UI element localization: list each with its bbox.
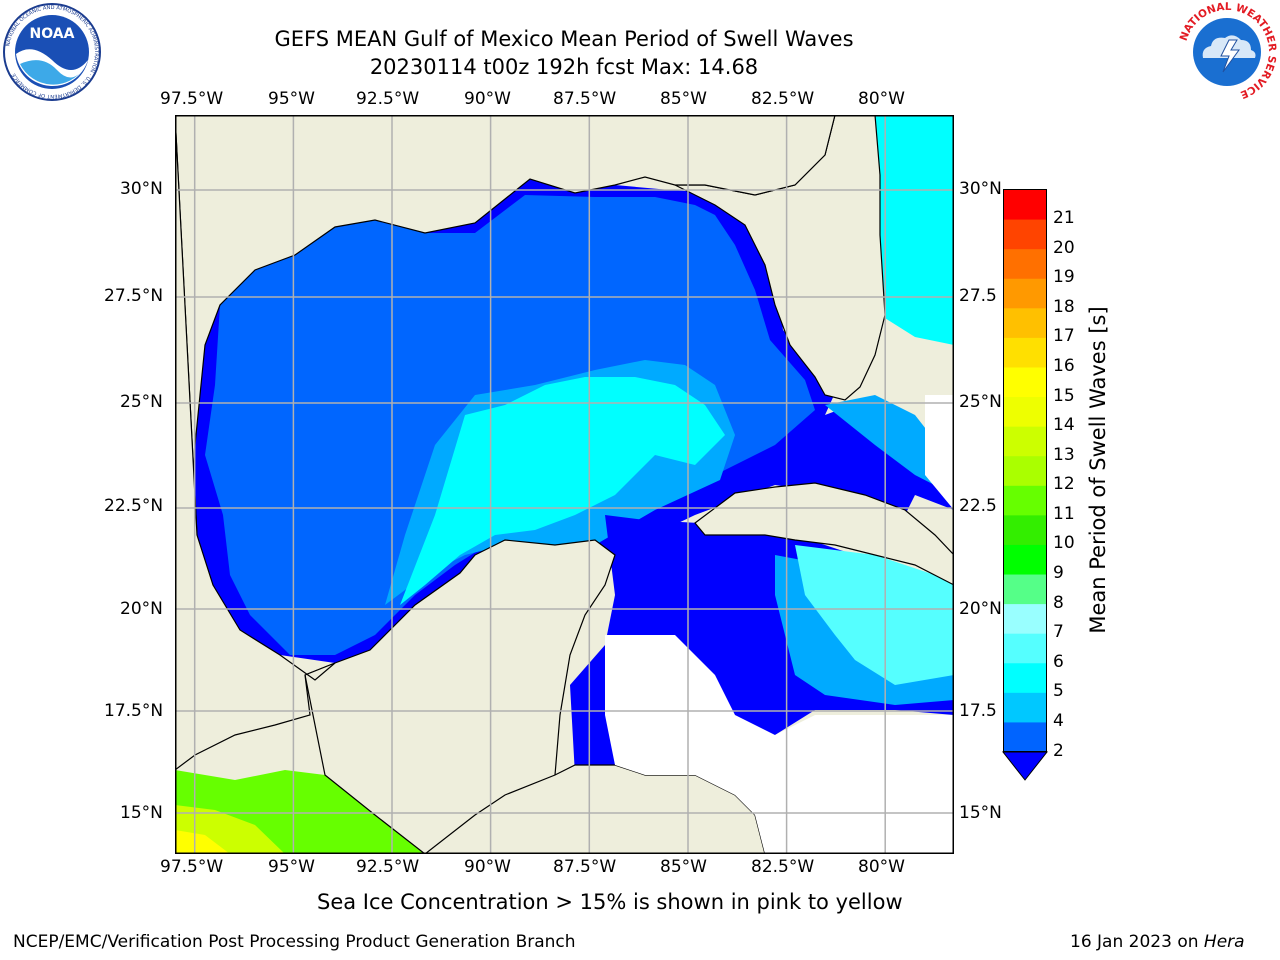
lon-tick-bottom: 85°W [660, 857, 707, 877]
lat-tick-left: 27.5°N [104, 286, 164, 306]
colorbar-tick-label: 11 [1053, 503, 1075, 524]
colorbar-cell [1003, 307, 1047, 338]
colorbar-cell [1003, 248, 1047, 279]
colorbar-tick-label: 16 [1053, 355, 1075, 376]
footer-host: Hera [1203, 932, 1245, 952]
colorbar-cell [1003, 544, 1047, 575]
colorbar-tick-label: 13 [1053, 444, 1075, 465]
lat-tick-right: 22.5 [959, 496, 997, 516]
noaa-logo-text: NOAA [30, 26, 75, 42]
colorbar-cell [1003, 485, 1047, 516]
lon-tick-bottom: 87.5°W [553, 857, 617, 877]
colorbar-cell [1003, 514, 1047, 545]
plot-subtitle: 20230114 t00z 192h fcst Max: 14.68 [369, 55, 759, 79]
lat-tick-left: 20°N [120, 599, 163, 619]
gulf-map [175, 115, 954, 854]
colorbar-cell [1003, 278, 1047, 309]
colorbar-cell [1003, 574, 1047, 605]
colorbar-cell [1003, 396, 1047, 427]
colorbar-tick-label: 10 [1053, 533, 1075, 554]
colorbar-tick-label: 6 [1053, 651, 1064, 672]
lon-tick-bottom: 82.5°W [751, 857, 815, 877]
colorbar-cell [1003, 692, 1047, 723]
lon-tick-top: 95°W [268, 89, 315, 109]
bahamas-open-water [925, 395, 954, 510]
colorbar-tick-label: 19 [1053, 267, 1075, 288]
pacific-yellow-field [175, 830, 230, 854]
lon-tick-top: 85°W [660, 89, 707, 109]
colorbar-tick-label: 5 [1053, 681, 1064, 702]
colorbar-label: Mean Period of Swell Waves [s] [1086, 306, 1110, 634]
lon-tick-bottom: 90°W [464, 857, 511, 877]
gulf-northern-coast [175, 115, 954, 536]
colorbar-cell [1003, 455, 1047, 486]
colorbar-tick-label: 8 [1053, 592, 1064, 613]
gulf-cyan-field [400, 377, 725, 605]
sea-ice-caption: Sea Ice Concentration > 15% is shown in … [317, 890, 903, 914]
lon-tick-top: 82.5°W [751, 89, 815, 109]
lat-tick-right: 27.5 [959, 286, 997, 306]
colorbar-cell [1003, 633, 1047, 664]
lat-tick-right: 25°N [959, 392, 1002, 412]
lon-tick-top: 90°W [464, 89, 511, 109]
colorbar-tick-label: 4 [1053, 710, 1064, 731]
map-frame [175, 115, 954, 854]
colorbar-extend-triangle [1001, 751, 1049, 781]
colorbar-cell [1003, 662, 1047, 693]
colorbar-cell [1003, 189, 1047, 220]
caribbean-open-water [605, 635, 954, 854]
colorbar-frame [1003, 189, 1047, 752]
lat-tick-right: 20°N [959, 599, 1002, 619]
colorbar-tick-label: 7 [1053, 622, 1064, 643]
lon-tick-top: 87.5°W [553, 89, 617, 109]
colorbar-tick-label: 9 [1053, 563, 1064, 584]
footer-branch: NCEP/EMC/Verification Post Processing Pr… [13, 932, 576, 952]
colorbar-tick-label: 12 [1053, 474, 1075, 495]
colorbar-cell [1003, 366, 1047, 398]
lon-tick-top: 97.5°W [160, 89, 224, 109]
plot-title: GEFS MEAN Gulf of Mexico Mean Period of … [274, 27, 854, 51]
colorbar-cell [1003, 219, 1047, 250]
colorbar-tick-label: 15 [1053, 385, 1075, 406]
colorbar-tick-label: 17 [1053, 326, 1075, 347]
footer-date: 16 Jan 2023 on Hera [1070, 932, 1245, 952]
lon-tick-top: 92.5°W [356, 89, 420, 109]
colorbar-cell [1003, 337, 1047, 368]
caribbean-cyan-field [795, 545, 954, 685]
colorbar-cell [1003, 426, 1047, 457]
footer-date-text: 16 Jan 2023 on [1070, 932, 1204, 952]
colorbar-tick-label: 18 [1053, 296, 1075, 317]
lat-tick-left: 17.5°N [104, 701, 164, 721]
colorbar-tick-label: 21 [1053, 208, 1075, 229]
noaa-logo: NOAA NATIONAL OCEANIC AND ATMOSPHERIC AD… [3, 3, 101, 101]
map-gridlines [175, 115, 954, 854]
florida-west-light-field [825, 395, 954, 495]
lon-tick-top: 80°W [858, 89, 905, 109]
lon-tick-bottom: 92.5°W [356, 857, 420, 877]
colorbar-cell [1003, 603, 1047, 634]
colorbar-tick-label: 14 [1053, 415, 1075, 436]
lat-tick-right: 30°N [959, 179, 1002, 199]
colorbar-cell [1003, 721, 1047, 752]
colorbar [1001, 189, 1049, 781]
mexico-gulf-coast [175, 115, 336, 771]
lon-tick-bottom: 97.5°W [160, 857, 224, 877]
lon-tick-bottom: 95°W [268, 857, 315, 877]
lon-tick-bottom: 80°W [858, 857, 905, 877]
lat-tick-right: 15°N [959, 803, 1002, 823]
lat-tick-left: 30°N [120, 179, 163, 199]
lat-tick-right: 17.5 [959, 701, 997, 721]
lat-tick-left: 15°N [120, 803, 163, 823]
lat-tick-left: 25°N [120, 392, 163, 412]
colorbar-tick-label: 2 [1053, 740, 1064, 761]
lat-tick-left: 22.5°N [104, 496, 164, 516]
nws-logo: NATIONAL WEATHER SERVICE [1178, 2, 1277, 101]
colorbar-tick-label: 20 [1053, 237, 1075, 258]
